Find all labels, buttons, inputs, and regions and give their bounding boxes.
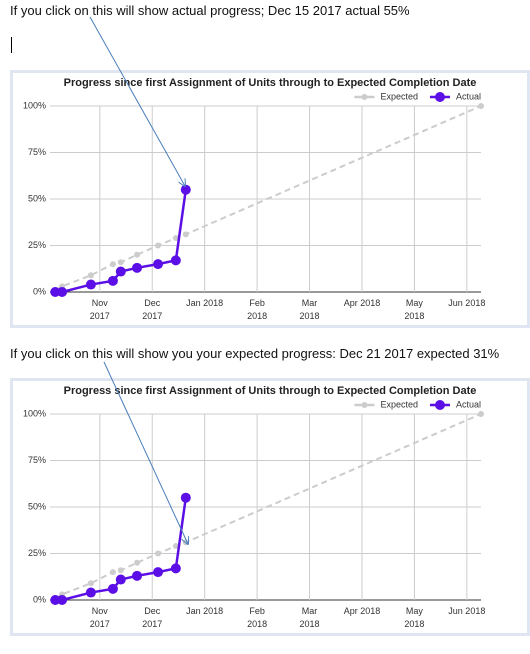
- legend-swatch: [361, 94, 368, 100]
- legend-swatch: [434, 92, 445, 102]
- data-point: [180, 184, 191, 195]
- data-point: [172, 543, 179, 550]
- data-point: [117, 567, 124, 574]
- x-tick-label: Jan 2018: [186, 606, 224, 616]
- data-point: [107, 583, 118, 594]
- data-point: [153, 259, 164, 270]
- x-tick-label: Nov 2017: [89, 606, 110, 629]
- y-tick-label: 0%: [33, 594, 46, 604]
- text-cursor: [11, 37, 12, 53]
- legend-label: Expected: [380, 91, 418, 101]
- data-point: [132, 262, 143, 273]
- y-tick-label: 75%: [28, 147, 46, 157]
- legend-label: Actual: [456, 91, 481, 101]
- data-point: [155, 242, 162, 249]
- y-tick-label: 50%: [28, 193, 46, 203]
- x-tick-label: Nov 2017: [89, 298, 110, 321]
- data-point: [182, 539, 189, 546]
- data-point: [57, 287, 68, 297]
- data-point: [134, 251, 141, 258]
- legend-label: Actual: [456, 399, 481, 409]
- x-tick-label: Apr 2018: [343, 606, 381, 616]
- legend-swatch: [361, 402, 368, 408]
- data-point: [107, 275, 118, 286]
- x-tick-label: Feb 2018: [247, 298, 268, 321]
- data-point: [153, 567, 164, 578]
- legend-swatch: [434, 400, 445, 410]
- series-line: [54, 413, 482, 600]
- data-point: [85, 587, 96, 598]
- y-tick-label: 50%: [28, 501, 46, 511]
- data-point: [132, 570, 143, 581]
- data-point: [57, 595, 68, 605]
- x-tick-label: Jan 2018: [186, 298, 224, 308]
- caption: If you click on this will show you your …: [10, 346, 500, 361]
- x-tick-label: Mar 2018: [299, 298, 320, 321]
- series-line: [55, 189, 188, 294]
- data-point: [155, 550, 162, 557]
- x-tick-label: May 2018: [404, 298, 425, 321]
- chart-title: Progress since first Assignment of Units…: [64, 77, 477, 89]
- x-tick-label: Apr 2018: [343, 298, 381, 308]
- chart-panel: Progress since first Assignment of Units…: [10, 378, 530, 636]
- x-tick-label: Jun 2018: [448, 298, 486, 308]
- x-tick-label: May 2018: [404, 606, 425, 629]
- chart: Progress since first Assignment of Units…: [23, 385, 484, 605]
- x-tick-label: Jun 2018: [448, 606, 486, 616]
- y-tick-label: 25%: [28, 240, 46, 250]
- data-point: [478, 103, 484, 109]
- series-line: [54, 105, 482, 292]
- chart-panel: Progress since first Assignment of Units…: [10, 70, 530, 328]
- data-point: [172, 235, 179, 242]
- data-point: [109, 261, 116, 268]
- data-point: [115, 574, 126, 585]
- data-point: [134, 559, 141, 566]
- y-tick-label: 100%: [23, 408, 46, 418]
- x-tick-label: Dec 2017: [142, 298, 163, 321]
- data-point: [182, 231, 189, 238]
- data-point: [478, 411, 484, 417]
- data-point: [180, 492, 191, 503]
- y-tick-label: 25%: [28, 548, 46, 558]
- y-tick-label: 0%: [33, 286, 46, 296]
- data-point: [170, 255, 181, 266]
- chart-title: Progress since first Assignment of Units…: [64, 385, 477, 397]
- data-point: [87, 272, 94, 279]
- x-tick-label: Dec 2017: [142, 606, 163, 629]
- data-point: [170, 563, 181, 574]
- y-tick-label: 100%: [23, 100, 46, 110]
- x-tick-label: Feb 2018: [247, 606, 268, 629]
- y-tick-label: 75%: [28, 455, 46, 465]
- data-point: [115, 266, 126, 277]
- data-point: [87, 580, 94, 587]
- data-point: [85, 279, 96, 290]
- legend-label: Expected: [380, 399, 418, 409]
- series-line: [55, 497, 188, 602]
- x-tick-label: Mar 2018: [299, 606, 320, 629]
- data-point: [117, 259, 124, 266]
- caption: If you click on this will show actual pr…: [10, 3, 410, 18]
- chart: Progress since first Assignment of Units…: [23, 77, 484, 297]
- data-point: [109, 569, 116, 576]
